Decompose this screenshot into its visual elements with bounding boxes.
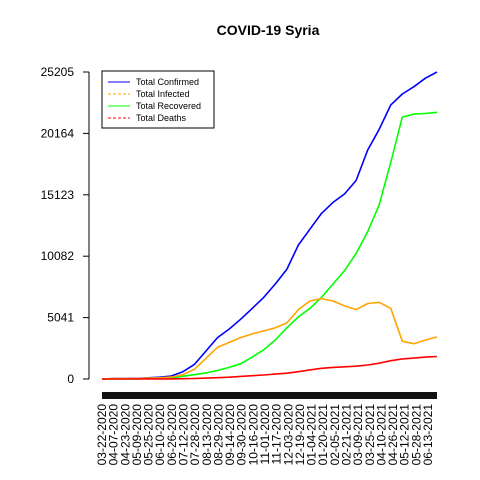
y-tick-label: 20164 — [41, 126, 75, 140]
x-tick-label: 03-22-2020 — [95, 404, 109, 466]
series-line-total-deaths — [102, 355, 438, 380]
legend: Total Confirmed Total Infected Total Recov… — [101, 70, 215, 129]
y-tick-label: 25205 — [41, 65, 75, 79]
x-tick-label: 11-01-2020 — [258, 404, 272, 465]
x-tick-label: 05-09-2020 — [130, 404, 144, 466]
x-axis-tick-band — [102, 392, 437, 399]
x-tick-label: 06-26-2020 — [165, 404, 179, 466]
x-tick-label: 03-09-2021 — [351, 404, 365, 466]
y-tick-label: 10082 — [41, 249, 75, 263]
x-tick-label: 12-19-2020 — [293, 404, 307, 466]
series-line-total-recovered — [101, 111, 438, 380]
legend-label: Total Deaths — [136, 113, 187, 123]
x-tick-label: 04-26-2021 — [386, 404, 400, 466]
series-line-total-infected — [101, 297, 438, 380]
x-tick-label: 06-13-2021 — [421, 404, 435, 466]
series-lines — [101, 71, 438, 380]
x-tick-label: 01-04-2021 — [305, 404, 319, 466]
x-tick-label: 03-25-2021 — [363, 404, 377, 466]
chart-title: COVID-19 Syria — [217, 22, 320, 38]
x-tick-label: 09-14-2020 — [223, 404, 237, 466]
x-tick-label: 05-12-2021 — [398, 404, 412, 466]
x-tick-label: 11-17-2020 — [270, 404, 284, 465]
x-tick-label: 01-20-2021 — [316, 404, 330, 466]
x-tick-label: 09-30-2020 — [235, 404, 249, 466]
x-tick-label: 04-07-2020 — [107, 404, 121, 466]
x-tick-label: 04-23-2020 — [118, 404, 132, 466]
x-tick-label: 05-28-2021 — [409, 404, 423, 466]
legend-label: Total Recovered — [136, 101, 201, 111]
x-tick-label: 08-13-2020 — [200, 404, 214, 466]
x-tick-label: 05-25-2020 — [142, 404, 156, 466]
x-tick-label: 02-21-2021 — [340, 404, 354, 466]
axes: 0 5041 10082 15123 20164 25205 03-22-202004-07… — [41, 65, 437, 465]
x-tick-label: 07-12-2020 — [177, 404, 191, 466]
y-tick-label: 0 — [67, 372, 74, 386]
x-tick-label: 02-05-2021 — [328, 404, 342, 466]
y-tick-label: 5041 — [47, 311, 74, 325]
x-tick-label: 04-10-2021 — [374, 404, 388, 466]
x-tick-label: 08-29-2020 — [211, 404, 225, 466]
legend-label: Total Confirmed — [136, 77, 199, 87]
x-tick-label: 10-16-2020 — [246, 404, 260, 466]
legend-label: Total Infected — [136, 89, 190, 99]
x-tick-label: 12-03-2020 — [281, 404, 295, 466]
y-tick-label: 15123 — [41, 188, 75, 202]
x-tick-label: 06-10-2020 — [153, 404, 167, 466]
x-tick-label: 07-28-2020 — [188, 404, 202, 466]
